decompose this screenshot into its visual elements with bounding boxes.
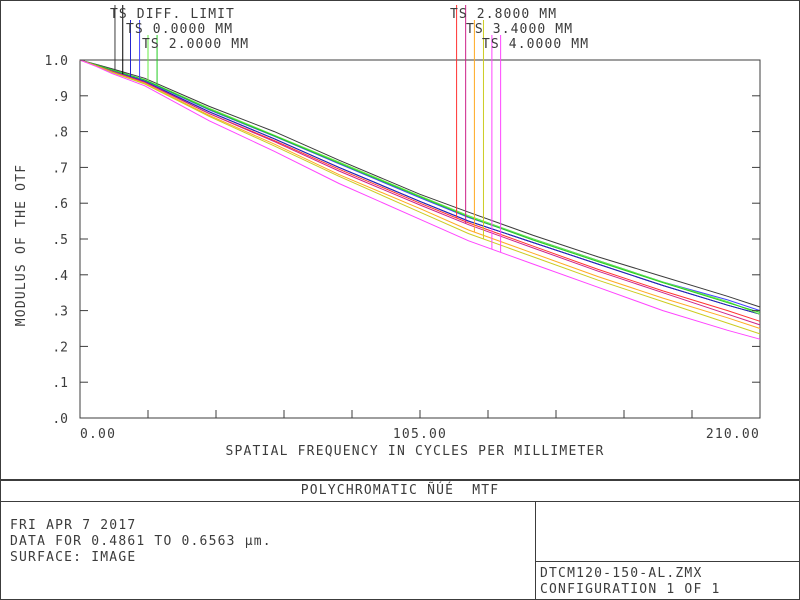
legend-label-1: TS DIFF. LIMIT <box>110 7 235 22</box>
mtf-chart: 1.0.9.8.7.6.5.4.3.2.1.00.00 105.00 210.00 … <box>0 0 800 480</box>
y-tick-label: .8 <box>52 126 68 141</box>
file-name-box <box>535 561 800 600</box>
legend-label-4: TS 2.8000 MM <box>450 7 557 22</box>
legend-label-2: TS 0.0000 MM <box>126 22 233 37</box>
y-tick-label: .2 <box>52 340 68 355</box>
series-line-3 <box>79 59 761 315</box>
series-line-5 <box>79 59 761 315</box>
series-line-11 <box>79 59 761 340</box>
y-axis-label: MODULUS OF THE OTF <box>14 164 29 326</box>
y-tick-label: .3 <box>52 305 68 320</box>
legend-label-3: TS 2.0000 MM <box>142 37 249 52</box>
series-line-4 <box>79 59 761 312</box>
series-layer <box>79 59 761 340</box>
y-tick-label: .7 <box>52 161 68 176</box>
series-line-6 <box>79 59 761 313</box>
y-tick-label: .5 <box>52 233 68 248</box>
y-tick-label: 1.0 <box>45 54 68 69</box>
legend-label-5: TS 3.4000 MM <box>466 22 573 37</box>
date-line: FRI APR 7 2017 <box>10 518 137 533</box>
ticks-layer: 1.0 .9 .8 .7 .6 .5 .4 .3 .2 .1 .0 0.00 105.00 210.00 <box>45 54 760 442</box>
legend-label-6: TS 4.0000 MM <box>482 37 589 52</box>
plot-area <box>79 59 761 419</box>
chart-title: POLYCHROMATIC ÑÚÉ MTF <box>300 483 500 498</box>
series-line-1 <box>79 59 761 308</box>
x-tick-label: 0.00 <box>80 427 116 442</box>
data-line: DATA FOR 0.4861 TO 0.6563 µm. <box>10 534 272 549</box>
series-line-10 <box>79 59 761 335</box>
footer: POLYCHROMATIC ÑÚÉ MTF FRI APR 7 2017 DAT… <box>0 480 800 600</box>
x-axis-label: SPATIAL FREQUENCY IN CYCLES PER MILLIMET… <box>225 444 604 459</box>
y-tick-label: .9 <box>52 90 68 105</box>
y-tick-label: .6 <box>52 197 68 212</box>
series-line-2 <box>79 59 761 315</box>
series-line-8 <box>79 59 761 326</box>
y-tick-label: .1 <box>52 376 68 391</box>
marker-layer <box>114 5 502 253</box>
file-name: DTCM120-150-AL.ZMX <box>540 566 703 581</box>
y-tick-label: .4 <box>52 269 68 284</box>
x-tick-label: 105.00 <box>393 427 447 442</box>
surface-line: SURFACE: IMAGE <box>10 550 137 565</box>
configuration-line: CONFIGURATION 1 OF 1 <box>540 582 721 597</box>
y-tick-label: .0 <box>52 412 68 427</box>
x-tick-label: 210.00 <box>706 427 760 442</box>
